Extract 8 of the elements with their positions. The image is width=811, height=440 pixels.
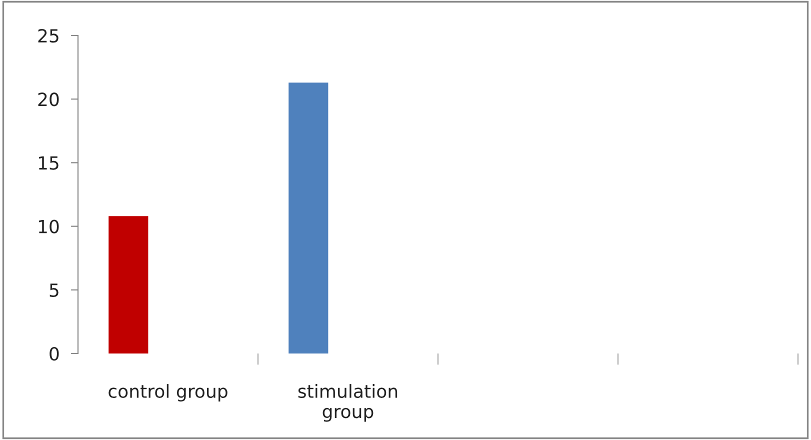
y-tick-label: 10 (38, 220, 59, 234)
y-tick-label: 0 (50, 346, 59, 361)
y-tick-label: 20 (38, 92, 59, 106)
y-tick-label: 25 (38, 28, 58, 43)
y-tick-label: 15 (38, 156, 58, 170)
y-tick-label: 5 (50, 284, 58, 298)
x-tick-label: stimulation group (298, 384, 398, 422)
x-tick-label: control group (108, 384, 228, 402)
